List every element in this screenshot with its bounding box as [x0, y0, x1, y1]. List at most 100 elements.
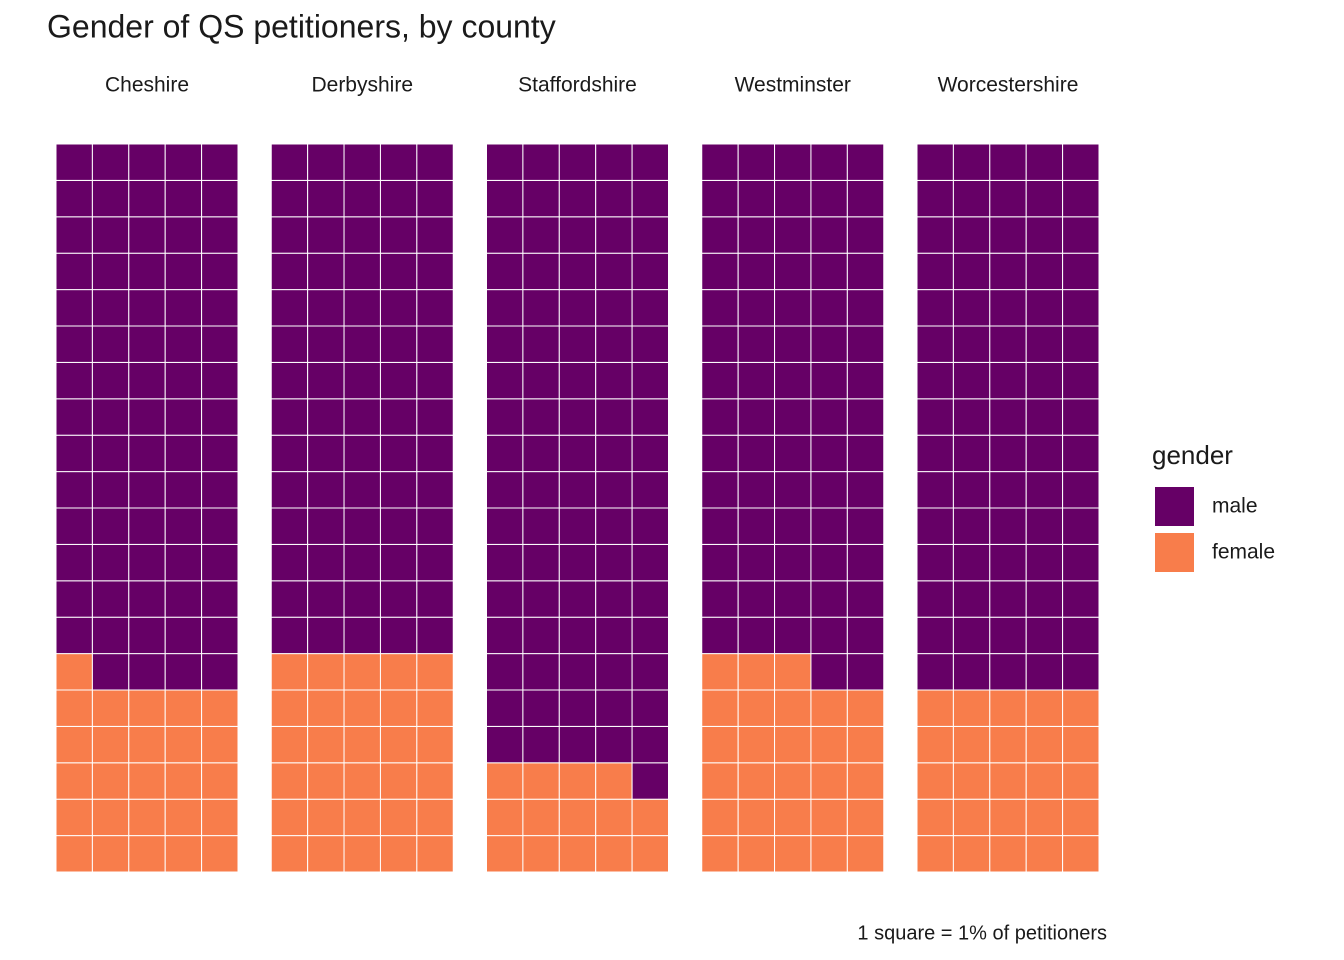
waffle-square — [810, 835, 848, 873]
waffle-square — [558, 179, 597, 218]
waffle-square — [343, 361, 381, 400]
waffle-square — [343, 580, 381, 618]
waffle-square — [595, 398, 633, 436]
waffle-square — [989, 689, 1027, 727]
waffle-square — [737, 580, 776, 618]
waffle-square — [737, 216, 776, 254]
waffle-square — [846, 580, 885, 618]
waffle-square — [201, 543, 239, 582]
waffle-square — [55, 143, 93, 181]
waffle-square — [307, 434, 345, 473]
waffle-square — [416, 216, 454, 254]
waffle-square — [631, 653, 669, 691]
waffle-square — [1025, 216, 1064, 254]
waffle-square — [595, 835, 633, 873]
waffle-square — [343, 762, 381, 800]
waffle-square — [737, 289, 776, 327]
waffle-square — [595, 471, 633, 509]
waffle-square — [201, 361, 239, 400]
waffle-square — [989, 434, 1027, 473]
waffle-square — [55, 616, 93, 655]
waffle-square — [595, 762, 633, 800]
waffle-square — [416, 689, 454, 727]
waffle-square — [91, 762, 130, 800]
waffle-square — [164, 798, 203, 837]
waffle-square — [379, 653, 418, 691]
waffle-square — [416, 580, 454, 618]
legend-key — [1155, 487, 1194, 526]
waffle-square — [522, 543, 560, 582]
waffle-square — [846, 762, 885, 800]
waffle-square — [201, 434, 239, 473]
waffle-square — [486, 762, 524, 800]
legend-title: gender — [1152, 440, 1233, 470]
waffle-square — [486, 507, 524, 545]
waffle-square — [916, 289, 954, 327]
waffle-square — [1062, 398, 1100, 436]
waffle-square — [701, 361, 739, 400]
waffle-square — [128, 580, 166, 618]
waffle-square — [128, 325, 166, 363]
waffle-square — [810, 471, 848, 509]
waffle-square — [307, 580, 345, 618]
waffle-square — [201, 835, 239, 873]
waffle-square — [91, 835, 130, 873]
waffle-square — [916, 398, 954, 436]
waffle-square — [810, 179, 848, 218]
waffle-square — [307, 798, 345, 837]
waffle-square — [1025, 653, 1064, 691]
waffle-square — [307, 835, 345, 873]
waffle-square — [343, 179, 381, 218]
waffle-square — [270, 252, 309, 291]
waffle-square — [270, 507, 309, 545]
waffle-square — [91, 179, 130, 218]
waffle-square — [379, 471, 418, 509]
waffle-square — [810, 653, 848, 691]
waffle-square — [916, 616, 954, 655]
caption: 1 square = 1% of petitioners — [857, 922, 1107, 944]
waffle-square — [595, 216, 633, 254]
waffle-square — [201, 471, 239, 509]
waffle-square — [416, 798, 454, 837]
waffle-square — [164, 689, 203, 727]
waffle-square — [558, 252, 597, 291]
waffle-square — [846, 289, 885, 327]
waffle-square — [486, 179, 524, 218]
waffle-square — [701, 325, 739, 363]
waffle-square — [558, 471, 597, 509]
waffle-square — [1062, 216, 1100, 254]
waffle-square — [595, 580, 633, 618]
waffle-square — [1062, 762, 1100, 800]
waffle-square — [631, 289, 669, 327]
waffle-square — [201, 653, 239, 691]
waffle-square — [379, 762, 418, 800]
waffle-square — [631, 143, 669, 181]
waffle-square — [270, 143, 309, 181]
waffle-square — [631, 725, 669, 764]
waffle-square — [952, 289, 991, 327]
waffle-square — [128, 507, 166, 545]
waffle-square — [701, 471, 739, 509]
waffle-square — [989, 580, 1027, 618]
waffle-square — [737, 689, 776, 727]
waffle-square — [55, 361, 93, 400]
waffle-square — [522, 471, 560, 509]
waffle-square — [558, 580, 597, 618]
waffle-square — [595, 689, 633, 727]
waffle-square — [379, 798, 418, 837]
waffle-square — [952, 434, 991, 473]
waffle-square — [91, 361, 130, 400]
waffle-square — [307, 689, 345, 727]
waffle-square — [486, 252, 524, 291]
waffle-square — [307, 252, 345, 291]
waffle-square — [774, 653, 812, 691]
waffle-square — [701, 507, 739, 545]
waffle-square — [164, 725, 203, 764]
waffle-square — [91, 143, 130, 181]
waffle-square — [128, 725, 166, 764]
waffle-square — [846, 216, 885, 254]
waffle-square — [1025, 143, 1064, 181]
waffle-square — [128, 361, 166, 400]
waffle-square — [558, 653, 597, 691]
